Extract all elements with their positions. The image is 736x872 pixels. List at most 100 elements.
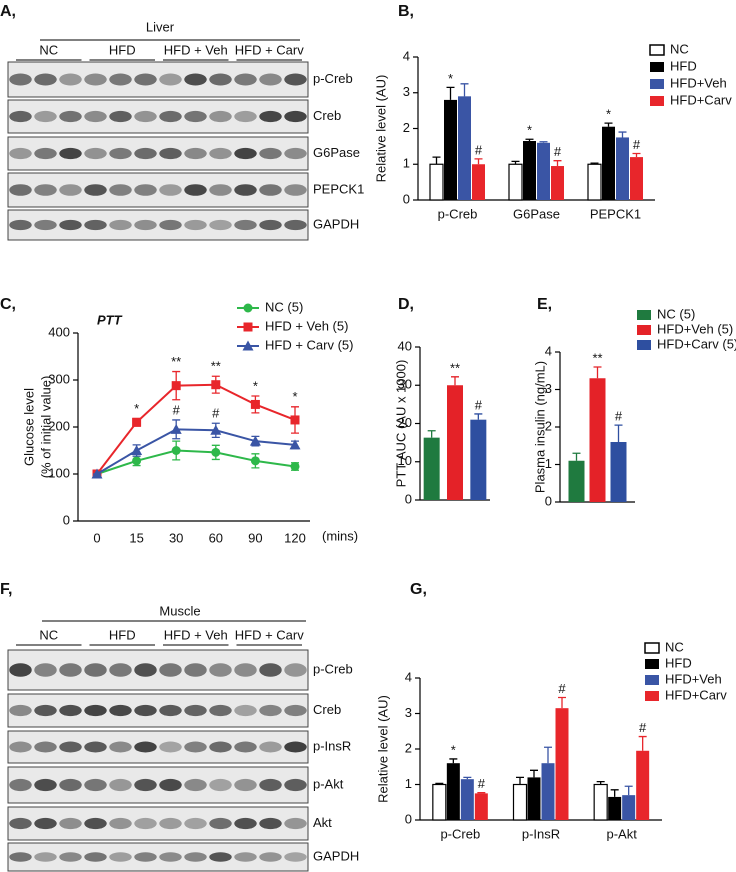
blot-band — [34, 73, 57, 86]
blot-band — [134, 741, 157, 753]
blot-band — [259, 184, 282, 196]
bar — [636, 750, 650, 820]
bar — [589, 378, 606, 502]
error-bar — [596, 781, 605, 785]
blot-band — [134, 73, 157, 86]
significance: * — [253, 378, 258, 393]
error-bar — [610, 789, 619, 797]
error-bar — [463, 776, 472, 780]
blot-band — [134, 110, 157, 123]
bar — [537, 142, 550, 200]
x-axis-label: (mins) — [322, 528, 358, 543]
blot-band — [9, 817, 32, 830]
legend-swatch — [645, 691, 659, 701]
band-label: Creb — [313, 702, 341, 717]
bar — [568, 460, 585, 502]
blot-band — [159, 663, 182, 677]
blot-band — [259, 704, 282, 717]
error-bar — [553, 160, 562, 167]
panel-label: B, — [398, 3, 414, 20]
legend-swatch — [650, 96, 664, 106]
blot-band — [159, 147, 182, 160]
significance: # — [615, 409, 623, 424]
significance: * — [448, 71, 453, 86]
blot-band — [59, 184, 82, 196]
y-tick-label: 30 — [398, 377, 412, 392]
bar — [622, 795, 636, 820]
legend-label: HFD+Veh — [665, 671, 722, 686]
blot-band — [134, 778, 157, 792]
marker — [211, 447, 221, 457]
blot-band — [34, 778, 57, 792]
legend-label: NC (5) — [657, 306, 695, 321]
blot-band — [284, 110, 307, 123]
y-tick-label: 300 — [48, 371, 70, 386]
y-tick-label: 3 — [405, 705, 412, 720]
error-bar — [435, 782, 444, 785]
blot-band — [134, 817, 157, 830]
blot-band — [209, 663, 232, 677]
group-label: HFD + Veh — [164, 42, 228, 57]
blot-band — [284, 219, 307, 231]
blot-band — [9, 219, 32, 231]
significance: # — [475, 397, 483, 412]
error-bar — [446, 86, 455, 100]
bar — [593, 783, 608, 821]
bar — [432, 783, 447, 821]
y-tick-label: 0 — [405, 491, 412, 506]
blot-band — [9, 663, 32, 677]
band-label: p-Akt — [313, 776, 344, 791]
legend-label: HFD + Carv (5) — [265, 337, 353, 352]
blot-band — [9, 110, 32, 123]
y-tick-label: 0 — [545, 493, 552, 508]
bar — [470, 419, 487, 500]
bar — [512, 783, 528, 821]
significance: # — [478, 776, 486, 791]
legend-swatch — [650, 79, 664, 89]
marker — [290, 461, 300, 471]
bar — [508, 163, 523, 201]
blot-band — [84, 778, 107, 792]
legend-swatch — [637, 325, 651, 335]
panel-label: E, — [537, 296, 552, 313]
error-bar — [530, 769, 538, 778]
y-tick-label: 0 — [403, 191, 410, 206]
blot-band — [234, 184, 257, 196]
error-bar — [624, 785, 633, 796]
blot-band — [109, 817, 132, 830]
blot-band — [84, 184, 107, 196]
legend-label: HFD — [665, 655, 692, 670]
x-tick-label: 90 — [248, 530, 262, 545]
blot-band — [184, 852, 207, 862]
blot-strip — [7, 842, 309, 872]
blot-band — [59, 704, 82, 717]
significance: ** — [211, 359, 221, 374]
blot-band — [159, 778, 182, 792]
band-label: PEPCK1 — [313, 181, 364, 196]
error-bar — [539, 141, 548, 143]
blot-band — [109, 852, 132, 862]
bar — [472, 164, 485, 200]
error-bar — [516, 776, 524, 785]
legend-label: NC — [670, 41, 689, 56]
blot-band — [234, 741, 257, 753]
blot-band — [159, 184, 182, 196]
blot-band — [109, 147, 132, 160]
blot-band — [34, 741, 57, 753]
marker — [131, 445, 143, 455]
blot-band — [184, 110, 207, 123]
marker — [290, 415, 300, 425]
blot-band — [284, 147, 307, 160]
blot-band — [84, 817, 107, 830]
significance: ** — [592, 350, 602, 365]
marker — [289, 439, 301, 450]
marker — [210, 424, 222, 435]
group-label: HFD + Carv — [235, 627, 304, 642]
blot-strip — [7, 806, 309, 841]
significance: # — [212, 406, 220, 421]
legend-label: HFD+Carv (5) — [657, 336, 736, 351]
legend-label: HFD + Veh (5) — [265, 318, 348, 333]
marker — [243, 322, 253, 332]
blot-band — [209, 704, 232, 717]
blot-band — [284, 184, 307, 196]
